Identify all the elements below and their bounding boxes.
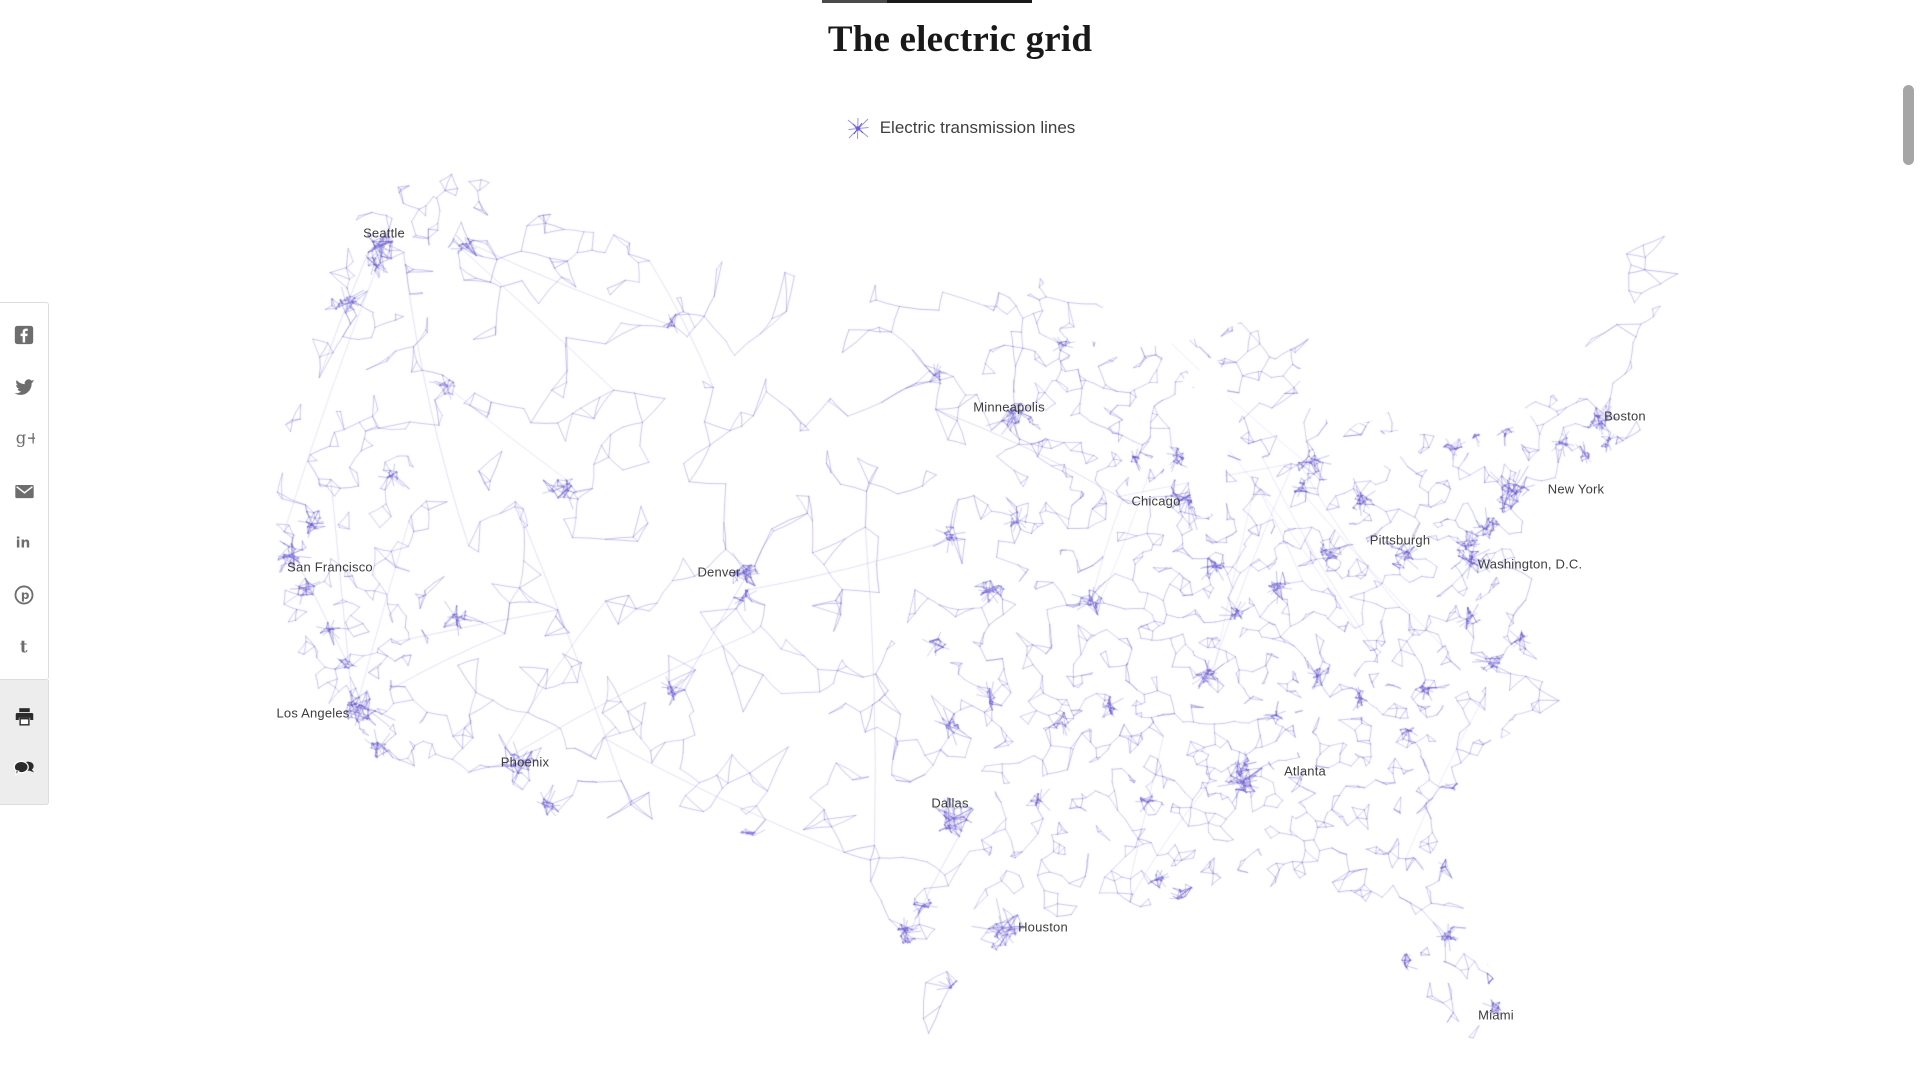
share-sidebar: g+ in p t xyxy=(0,302,49,805)
share-facebook-button[interactable] xyxy=(0,309,48,361)
pinterest-icon: p xyxy=(14,585,34,605)
comments-icon xyxy=(13,760,35,777)
email-icon xyxy=(14,484,34,498)
google-plus-icon: g+ xyxy=(16,429,35,448)
legend-label: Electric transmission lines xyxy=(879,118,1076,137)
comments-button[interactable] xyxy=(0,742,48,794)
svg-text:g+: g+ xyxy=(16,429,35,448)
share-google-plus-button[interactable]: g+ xyxy=(0,413,48,465)
svg-text:in: in xyxy=(16,536,31,552)
carousel-progress-bar xyxy=(822,0,1032,3)
tumblr-icon: t xyxy=(20,638,28,657)
share-panel: g+ in p t xyxy=(0,302,49,680)
carousel-progress-seen xyxy=(822,0,887,3)
share-linkedin-button[interactable]: in xyxy=(0,517,48,569)
share-pinterest-button[interactable]: p xyxy=(0,569,48,621)
print-icon xyxy=(15,707,33,726)
print-button[interactable] xyxy=(0,690,48,742)
share-tumblr-button[interactable]: t xyxy=(0,621,48,673)
scrollbar-thumb[interactable] xyxy=(1903,85,1914,165)
facebook-icon xyxy=(14,325,34,345)
share-twitter-button[interactable] xyxy=(0,361,48,413)
utility-panel xyxy=(0,680,49,805)
twitter-icon xyxy=(13,378,34,395)
map-legend: Electric transmission lines xyxy=(0,115,1920,141)
share-email-button[interactable] xyxy=(0,465,48,517)
page-title: The electric grid xyxy=(827,19,1093,60)
svg-text:p: p xyxy=(21,588,30,602)
transmission-lines-icon xyxy=(847,117,869,140)
svg-text:t: t xyxy=(20,638,28,657)
linkedin-icon: in xyxy=(16,536,31,552)
carousel-progress-rest xyxy=(887,0,1032,3)
